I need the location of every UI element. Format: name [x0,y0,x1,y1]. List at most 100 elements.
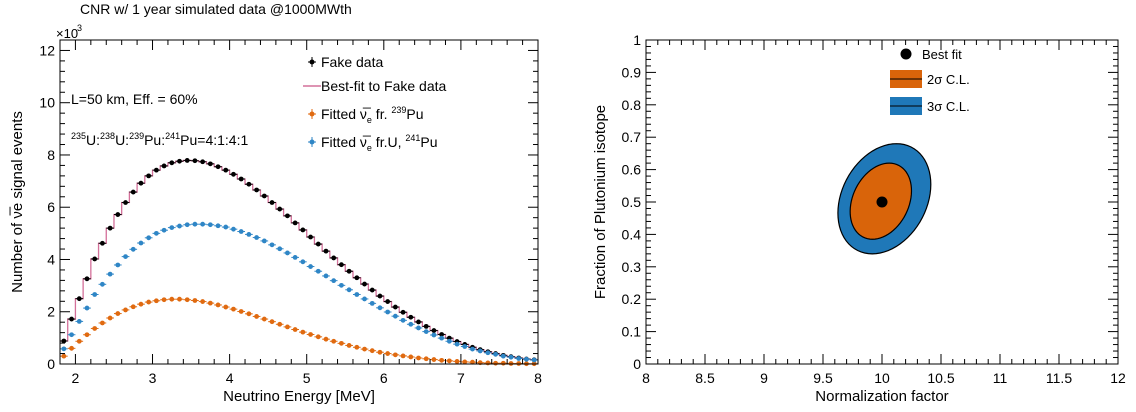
data-point [508,354,514,360]
y-multiplier-exponent: 3 [77,23,82,33]
data-point [153,167,159,173]
data-point [416,355,421,361]
x-tick-label: 8.5 [695,370,715,386]
data-point [477,348,483,354]
data-point [223,224,229,230]
data-point [69,316,74,322]
legend-item-3sigma: 3σ C.L. [890,97,970,115]
data-point [269,242,275,248]
series-fake-data [60,158,538,363]
left-plot-frame [59,39,539,365]
data-point [346,287,352,293]
data-point [192,298,198,303]
data-point [269,200,275,205]
x-tick-label: 3 [149,370,157,386]
data-point [100,240,105,246]
data-point [254,314,259,319]
x-tick-label: 9.5 [813,370,833,386]
data-point [285,324,290,330]
data-point [138,240,144,246]
data-point [231,226,236,232]
data-point [254,235,259,240]
data-point [231,171,236,177]
data-point [493,360,498,366]
series-fitted-e-fr-u-241pu [60,221,538,363]
right-x-axis-label: Normalization factor [815,388,948,405]
data-point [153,298,159,304]
x-tick-label: 7 [457,370,465,386]
data-point [508,361,514,366]
legend-item-best-fit-point: Best fit [900,47,962,62]
data-point [331,278,337,284]
data-point [269,319,275,325]
data-point [431,328,437,333]
y-tick-label: 0.1 [622,324,642,340]
y-tick-label: 0.2 [622,291,642,307]
y-tick-label: 0.9 [622,64,642,80]
data-point [423,356,429,362]
data-point [92,292,98,297]
data-point [207,300,213,306]
data-point [215,164,221,170]
right-y-axis-label: Fraction of Plutonium isotope [592,105,609,299]
data-point [277,206,283,212]
data-point [315,334,321,340]
data-point [277,246,283,252]
data-point [346,268,352,274]
data-point [223,304,229,310]
data-point [362,281,367,287]
legend-label-2sigma: 2σ C.L. [927,72,970,87]
data-point [153,230,159,236]
y-tick-label: 0 [633,356,641,372]
left-chart-title: CNR w/ 1 year simulated data @1000MWth [80,1,352,17]
data-point [107,315,113,321]
data-point [362,346,367,352]
data-point [416,325,421,331]
data-point [146,299,152,305]
y-tick-label: 6 [47,199,55,215]
x-tick-label: 4 [226,370,234,386]
data-point [207,222,213,228]
data-point [76,338,82,344]
data-point [138,180,144,186]
y-tick-label: 0.5 [622,194,642,210]
data-point [400,353,406,359]
data-point [408,314,414,320]
left-legend: Fake data Best-fit to Fake data Fitted ν… [303,54,446,153]
data-point [200,159,206,165]
baseline-annotation: L=50 km, Eff. = 60% [71,91,198,107]
x-tick-label: 8 [534,370,542,386]
series-fitted-e-fr-239pu [60,296,538,367]
data-point [177,223,182,229]
right-legend: Best fit 2σ C.L. 3σ C.L. [890,47,970,115]
data-point [470,359,475,365]
data-point [61,346,67,352]
data-point [200,221,206,227]
data-point [408,354,414,360]
data-point [285,213,290,219]
y-tick-label: 0.3 [622,259,642,275]
y-tick-label: 8 [47,147,55,163]
data-point [362,296,367,302]
data-point [416,319,421,325]
left-panel: CNR w/ 1 year simulated data @1000MWth 2… [9,1,542,405]
data-point [115,212,121,217]
data-point [454,341,460,347]
legend-label-best-fit-point: Best fit [922,47,962,62]
data-point [369,348,375,354]
data-point [531,357,537,363]
data-point [354,275,360,281]
legend-label-best-fit: Best-fit to Fake data [321,78,446,94]
data-point [446,358,452,364]
data-point [308,264,313,269]
legend-label-u-pu241: Fitted ν̅e fr.U, 241Pu [321,133,438,153]
data-point [300,227,306,233]
data-point [115,262,121,268]
left-y-axis-label: Number of ν̅e signal events [9,111,26,293]
y-tick-label: 0 [47,356,55,372]
data-point [423,329,429,334]
data-point [516,356,522,361]
data-point [385,299,391,304]
data-point [300,329,306,335]
legend-item-fake-data: Fake data [308,54,383,70]
